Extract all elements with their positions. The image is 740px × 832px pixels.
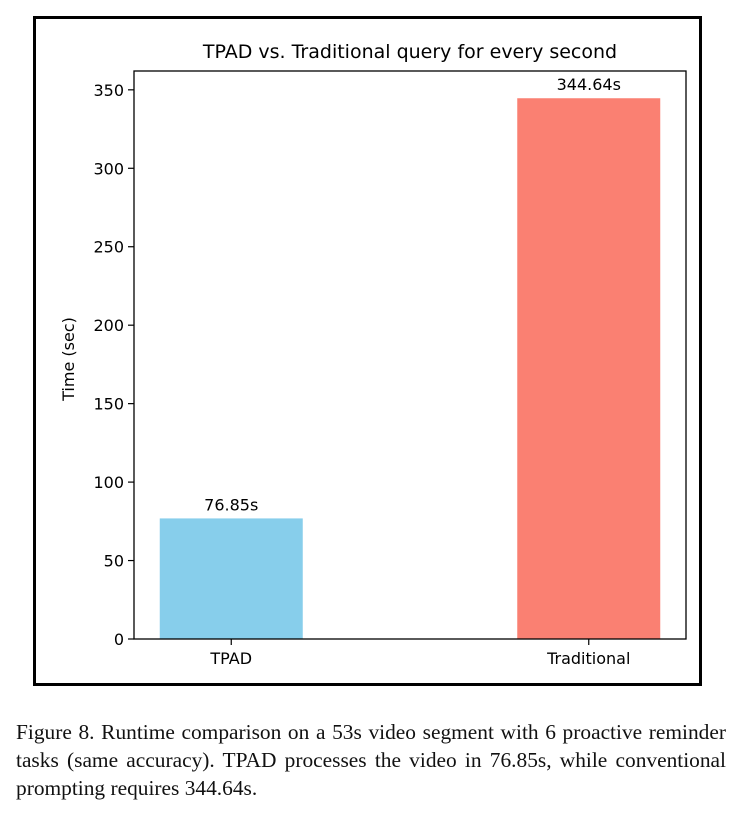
data-label-traditional: 344.64s — [557, 75, 621, 94]
plot-area-frame — [133, 70, 687, 640]
bar-chart: TPAD vs. Traditional query for every sec… — [59, 41, 687, 668]
y-tick-label: 100 — [93, 473, 124, 492]
y-tick-label: 200 — [93, 316, 124, 335]
data-label-tpad: 76.85s — [204, 495, 258, 514]
y-tick-label: 250 — [93, 238, 124, 257]
y-tick-label: 300 — [93, 159, 124, 178]
x-tick-label-tpad: TPAD — [209, 649, 252, 668]
bars — [159, 98, 661, 639]
bar-traditional — [517, 98, 661, 639]
y-tick-label: 50 — [104, 552, 124, 571]
y-tick-label: 0 — [114, 630, 124, 649]
y-tick-label: 350 — [93, 81, 124, 100]
data-labels: 76.85s 344.64s — [204, 75, 621, 514]
y-axis-label: Time (sec) — [59, 317, 78, 402]
figure-caption: Figure 8. Runtime comparison on a 53s vi… — [16, 720, 726, 800]
x-axis-ticks: TPAD Traditional — [209, 639, 630, 668]
x-tick-label-traditional: Traditional — [546, 649, 630, 668]
bar-tpad — [159, 518, 303, 639]
figure-frame: TPAD vs. Traditional query for every sec… — [33, 16, 702, 686]
chart-title: TPAD vs. Traditional query for every sec… — [202, 41, 617, 63]
y-axis-ticks: 0 50 100 150 200 250 300 350 — [93, 81, 134, 649]
y-tick-label: 150 — [93, 395, 124, 414]
